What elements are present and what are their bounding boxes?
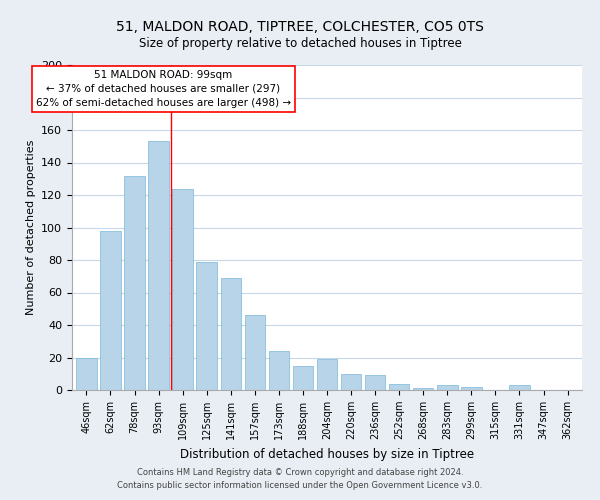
Bar (437, 385, 458, 390)
Bar (293, 366, 313, 390)
Bar (341, 374, 361, 390)
Bar (196, 262, 217, 390)
Bar (100, 231, 121, 390)
Text: Size of property relative to detached houses in Tiptree: Size of property relative to detached ho… (139, 38, 461, 51)
Bar (413, 388, 433, 390)
Bar (461, 387, 482, 390)
Bar (76, 358, 97, 390)
Bar (509, 385, 530, 390)
Bar (317, 359, 337, 390)
Bar (365, 376, 385, 390)
Bar (269, 351, 289, 390)
X-axis label: Distribution of detached houses by size in Tiptree: Distribution of detached houses by size … (180, 448, 474, 460)
Text: Contains HM Land Registry data © Crown copyright and database right 2024.
Contai: Contains HM Land Registry data © Crown c… (118, 468, 482, 490)
Text: 51 MALDON ROAD: 99sqm
← 37% of detached houses are smaller (297)
62% of semi-det: 51 MALDON ROAD: 99sqm ← 37% of detached … (36, 70, 291, 108)
Bar (221, 278, 241, 390)
Bar (124, 176, 145, 390)
Text: 51, MALDON ROAD, TIPTREE, COLCHESTER, CO5 0TS: 51, MALDON ROAD, TIPTREE, COLCHESTER, CO… (116, 20, 484, 34)
Bar (245, 316, 265, 390)
Y-axis label: Number of detached properties: Number of detached properties (26, 140, 35, 315)
Bar (148, 142, 169, 390)
Bar (389, 384, 409, 390)
Bar (172, 188, 193, 390)
